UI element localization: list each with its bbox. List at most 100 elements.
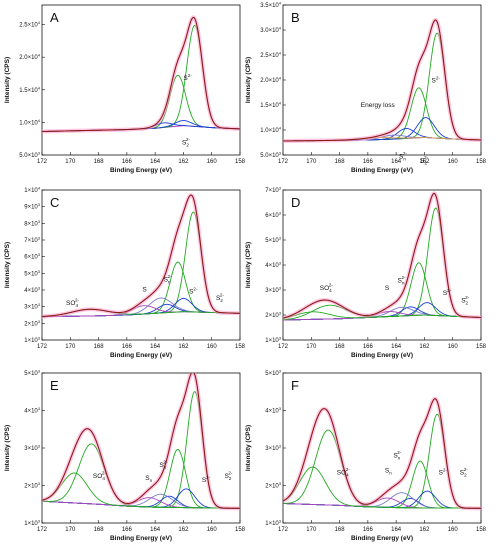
peak-label: S22- [224, 471, 232, 482]
y-tick-label: 9×103 [24, 202, 41, 211]
fitted-envelope [283, 192, 481, 319]
peak-label: S2- [202, 475, 211, 484]
peak-label: S [385, 285, 390, 292]
peak-label: Sn2- [398, 275, 406, 286]
y-tick-label: 1×103 [265, 519, 282, 528]
x-tick-label: 162 [178, 527, 189, 533]
x-tick-label: 160 [448, 159, 459, 165]
x-tick-label: 164 [150, 527, 161, 533]
peak-label: SO42- [66, 298, 80, 309]
x-tick-label: 170 [65, 344, 76, 350]
x-tick-label: 172 [278, 159, 289, 165]
fitted-envelope [283, 19, 481, 142]
y-tick-label: 3.0×104 [260, 26, 282, 35]
panel-letter: A [50, 10, 59, 25]
y-tick-label: 4×103 [265, 261, 282, 270]
peak-label: S2- [439, 467, 448, 476]
panel-letter: D [291, 195, 300, 210]
peak-label: Sn2- [164, 274, 172, 285]
y-tick-label: 5×103 [24, 369, 41, 378]
x-axis-label: Binding Energy (eV) [110, 535, 172, 542]
x-tick-label: 160 [448, 527, 459, 533]
panel-d: 172 170 168 166 164 162 160 158 1×103 2×103 3×103 4… [245, 186, 487, 360]
y-axis-label: Intensity (CPS) [4, 425, 11, 471]
y-tick-label: 1×103 [24, 336, 41, 345]
y-tick-label: 1×103 [265, 336, 282, 345]
x-axis-label: Binding Energy (eV) [351, 535, 413, 542]
x-axis-label: Binding Energy (eV) [110, 352, 172, 359]
y-axis-label: Intensity (CPS) [245, 57, 252, 103]
panel-letter: F [291, 378, 299, 393]
peak-label: Energy loss [361, 102, 396, 109]
y-tick-label: 1.5×104 [19, 85, 41, 94]
x-tick-label: 166 [363, 527, 374, 533]
y-tick-label: 1×103 [24, 519, 41, 528]
x-tick-label: 168 [94, 527, 105, 533]
x-tick-label: 160 [448, 344, 459, 350]
y-tick-label: 3×103 [265, 286, 282, 295]
y-tick-label: 2×103 [265, 481, 282, 490]
x-axis-label: Binding Energy (eV) [110, 167, 172, 174]
y-tick-label: 5.0×103 [19, 151, 41, 160]
peak-label: S2- [432, 76, 441, 85]
panel-a: 172 170 168 166 164 162 160 158 5.0×103 1.0×104 1.… [4, 4, 246, 174]
peak-label: S22- [420, 155, 428, 166]
x-axis-label: Binding Energy (eV) [351, 352, 413, 359]
panel-c: 172 170 168 166 164 162 160 158 1×103 2×103 3×103 4… [4, 186, 246, 360]
component-peak [283, 311, 481, 319]
plot-frame [41, 4, 241, 156]
x-tick-label: 172 [278, 527, 289, 533]
x-tick-label: 172 [37, 344, 48, 350]
x-tick-label: 168 [335, 527, 346, 533]
y-tick-label: 2×103 [265, 311, 282, 320]
y-tick-label: 5.0×103 [260, 151, 282, 160]
y-tick-label: 6×103 [265, 211, 282, 220]
x-tick-label: 160 [207, 527, 218, 533]
y-tick-label: 6×103 [24, 252, 41, 261]
x-tick-label: 158 [235, 159, 246, 165]
y-tick-label: 5×103 [265, 369, 282, 378]
x-tick-label: 166 [122, 344, 133, 350]
y-tick-label: 3.5×104 [260, 1, 282, 10]
peak-label: Sn2- [399, 151, 407, 162]
y-axis-label: Intensity (CPS) [245, 425, 252, 471]
peak-label: Sn [145, 475, 152, 483]
component-peak [283, 466, 481, 509]
x-tick-label: 164 [150, 344, 161, 350]
panel-e: 172 170 168 166 164 162 160 158 1×103 2×103 3×103 4… [4, 369, 246, 543]
x-tick-label: 158 [476, 344, 487, 350]
y-tick-label: 1.0×104 [19, 118, 41, 127]
y-tick-label: 5×103 [265, 236, 282, 245]
x-axis-label: Binding Energy (eV) [351, 167, 413, 174]
x-tick-label: 170 [65, 527, 76, 533]
peak-label: S22- [460, 467, 468, 478]
y-tick-label: 3×103 [265, 444, 282, 453]
panel-b: 172 170 168 166 164 162 160 158 5.0×103 1.0×104 1.… [245, 1, 487, 175]
y-axis-label: Intensity (CPS) [4, 57, 11, 103]
x-tick-label: 164 [391, 159, 402, 165]
x-tick-label: 168 [335, 344, 346, 350]
x-tick-label: 162 [419, 159, 430, 165]
peak-label: S22- [216, 293, 224, 304]
peak-label: S2- [183, 73, 192, 82]
x-tick-label: 170 [306, 527, 317, 533]
y-tick-label: 7×103 [24, 236, 41, 245]
y-tick-label: 2×103 [24, 319, 41, 328]
x-tick-label: 160 [207, 159, 218, 165]
peak-label: S22- [461, 295, 469, 306]
peak-label: Sn [385, 467, 392, 475]
y-tick-label: 3×103 [24, 302, 41, 311]
x-tick-label: 162 [419, 527, 430, 533]
peak-label: SO42- [337, 467, 351, 478]
x-tick-label: 170 [306, 159, 317, 165]
y-tick-label: 2.0×104 [260, 76, 282, 85]
x-tick-label: 164 [391, 344, 402, 350]
y-tick-label: 8×103 [24, 219, 41, 228]
x-tick-label: 170 [306, 344, 317, 350]
x-tick-label: 162 [419, 344, 430, 350]
x-tick-label: 172 [37, 159, 48, 165]
x-tick-label: 168 [94, 344, 105, 350]
peak-label: Sn2- [159, 459, 167, 470]
y-tick-label: 1×104 [24, 186, 41, 195]
